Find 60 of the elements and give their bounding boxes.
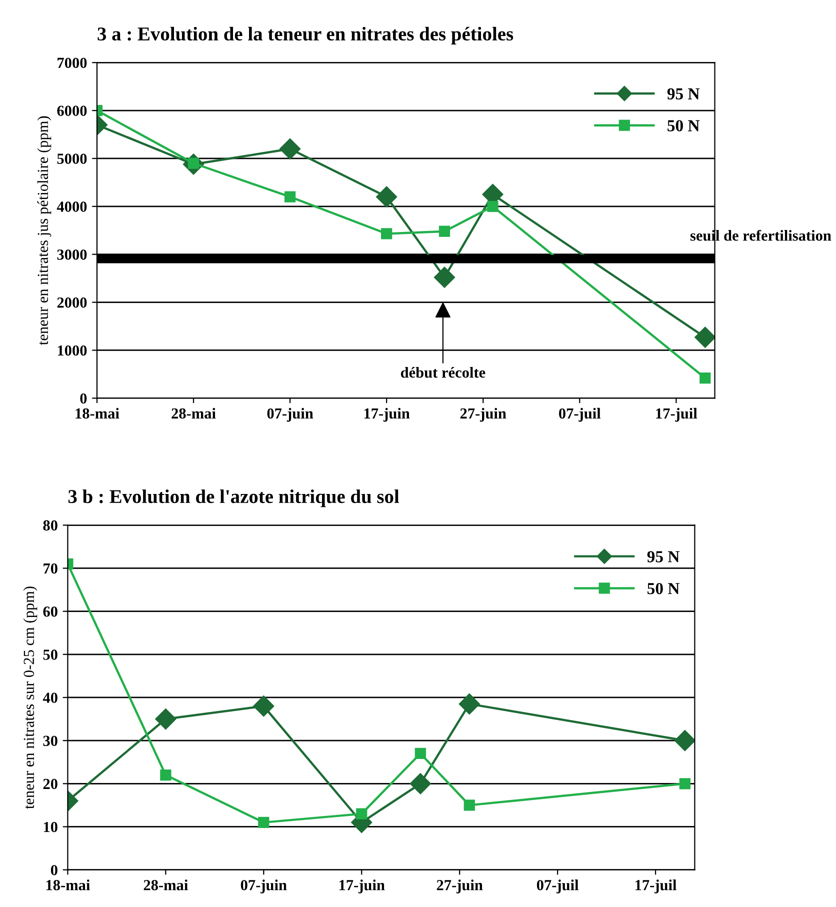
x-tick-label: 28-mai	[172, 408, 216, 419]
point	[434, 266, 456, 288]
y-axis-title: teneur en nitrates jus pétiolaire (ppm)	[37, 116, 52, 345]
point	[464, 800, 475, 811]
y-tick-label: 0	[80, 393, 87, 404]
legend-label: 95 N	[647, 551, 680, 562]
point	[438, 226, 450, 237]
x-tick-label: 07-juin	[240, 880, 287, 894]
x-tick-label: 17-juin	[364, 408, 410, 422]
point	[280, 138, 301, 160]
y-tick-label: 3000	[57, 249, 87, 260]
y-tick-label: 30	[43, 736, 58, 746]
chart-title: 3 a : Evolution de la teneur en nitrates des pétioles	[98, 26, 514, 44]
y-tick-label: 4000	[56, 202, 87, 212]
y-tick-label: 0	[50, 864, 58, 876]
x-tick-label: 17-juil	[636, 880, 676, 894]
point	[376, 186, 398, 208]
point	[679, 778, 690, 790]
legend-label: 50 N	[668, 120, 700, 132]
y-tick-label: 1000	[58, 345, 87, 356]
point	[694, 326, 715, 348]
x-tick-label: 27-juin	[460, 408, 506, 422]
point	[458, 693, 480, 714]
point	[160, 769, 172, 781]
x-tick-label: 27-juin	[436, 880, 483, 894]
y-tick-label: 6000	[57, 106, 87, 116]
y-tick-label: 2000	[57, 297, 87, 308]
x-tick-label: 18-mai	[76, 408, 120, 419]
x-tick-label: 18-mai	[46, 880, 90, 890]
y-tick-label: 5000	[57, 154, 87, 164]
x-tick-label: 28-mai	[144, 880, 188, 890]
point	[674, 730, 695, 752]
y-axis-title: teneur en nitrates sur 0-25 cm (ppm)	[23, 586, 38, 809]
point	[414, 748, 426, 760]
y-tick-label: 7000	[58, 58, 87, 68]
legend-label: 95 N	[667, 88, 700, 100]
y-tick-label: 50	[43, 650, 58, 660]
point	[155, 708, 176, 730]
point	[284, 191, 296, 202]
legend-label: 50 N	[648, 582, 680, 594]
x-tick-label: 07-juil	[559, 408, 601, 422]
point	[410, 773, 431, 794]
point	[487, 200, 498, 212]
y-tick-label: 40	[42, 692, 58, 703]
annotation: début récolte	[400, 366, 486, 378]
x-tick-label: 07-juin	[267, 408, 314, 422]
point	[356, 808, 368, 820]
y-tick-label: 20	[43, 778, 58, 790]
y-tick-label: 70	[44, 563, 58, 574]
y-tick-label: 10	[44, 822, 58, 832]
point	[700, 372, 711, 384]
x-tick-label: 17-juin	[340, 880, 385, 894]
chart-title: 3 b : Evolution de l'azote nitrique du sol	[68, 489, 400, 508]
y-tick-label: 80	[43, 520, 58, 531]
x-tick-label: 17-juil	[656, 408, 698, 422]
y-tick-label: 60	[43, 606, 58, 617]
point	[253, 696, 274, 717]
x-tick-label: 07-juil	[536, 880, 579, 894]
point	[258, 816, 270, 828]
point	[381, 228, 392, 240]
